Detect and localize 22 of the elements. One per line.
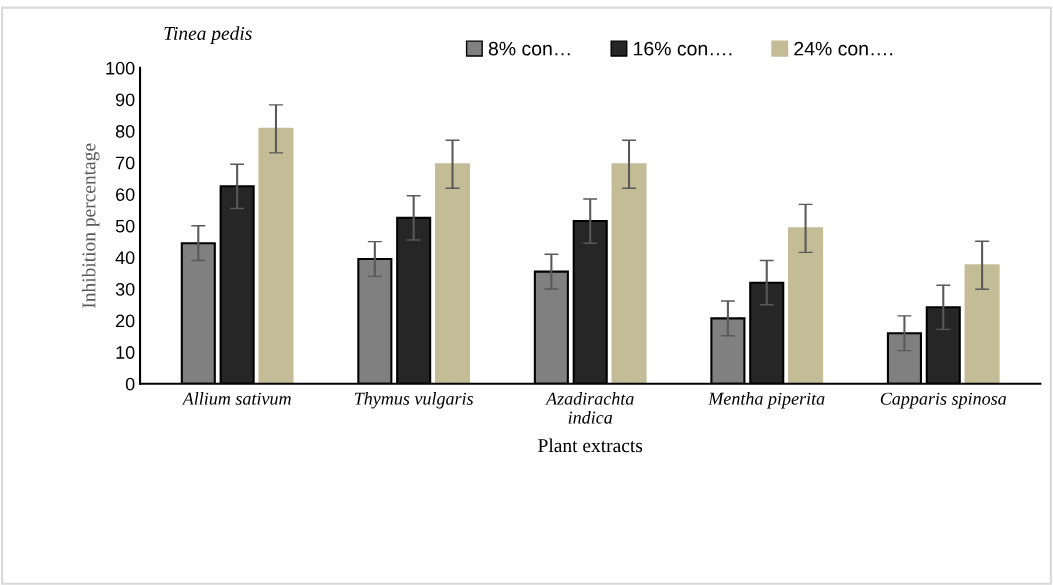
y-axis-title: Inhibition percentage bbox=[81, 143, 100, 308]
y-tick-label: 80 bbox=[115, 124, 135, 138]
x-axis-title: Plant extracts bbox=[538, 438, 643, 453]
y-tick-label: 10 bbox=[116, 346, 135, 359]
y-tick-label: 70 bbox=[116, 156, 135, 170]
y-tick-label: 60 bbox=[116, 188, 135, 201]
y-tick-label: 50 bbox=[115, 219, 135, 233]
x-tick-label: Capparis spinosa bbox=[880, 392, 1007, 409]
x-tick-label: Thymus vulgaris bbox=[354, 392, 474, 409]
legend-label: 16% con…. bbox=[634, 41, 732, 56]
x-tick-label: Allium sativum bbox=[181, 392, 291, 405]
chart-title: Tinea pedis bbox=[164, 26, 252, 44]
y-tick-label: 90 bbox=[115, 93, 135, 107]
y-tick-label: 20 bbox=[116, 314, 135, 328]
y-tick-label: 30 bbox=[115, 282, 135, 296]
x-tick-label: Mentha piperita bbox=[708, 392, 825, 409]
y-tick-label: 0 bbox=[125, 377, 135, 391]
y-tick-label: 40 bbox=[115, 251, 135, 265]
x-tick-label: Azadirachta indica bbox=[545, 392, 634, 424]
legend-label: 8% con… bbox=[488, 41, 570, 56]
legend-label: 24% con…. bbox=[794, 41, 893, 56]
y-tick-label: 100 bbox=[106, 61, 135, 75]
